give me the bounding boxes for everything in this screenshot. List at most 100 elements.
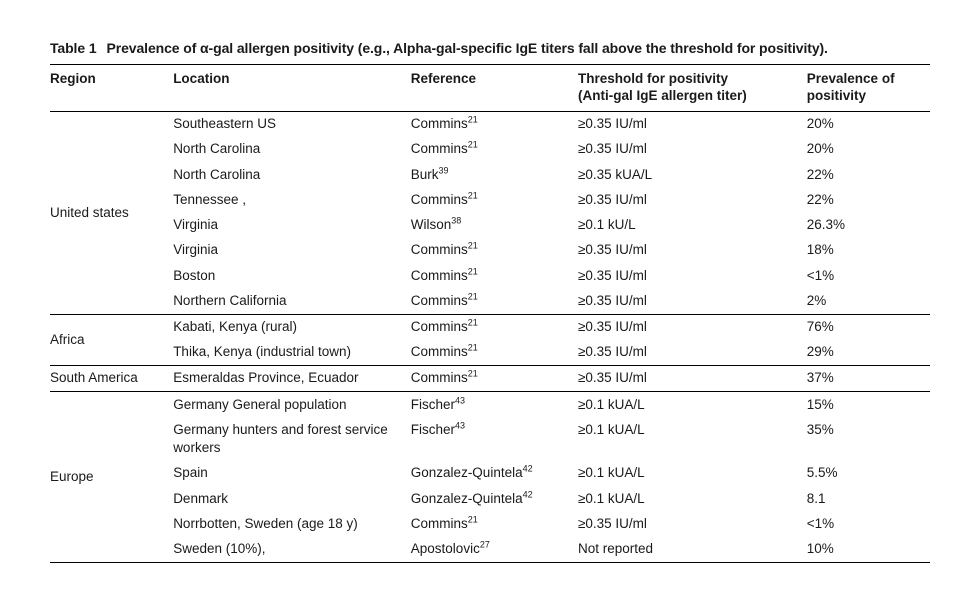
- table-row: VirginiaWilson38≥0.1 kU/L26.3%: [50, 213, 930, 238]
- region-cell: Europe: [50, 392, 173, 563]
- location-cell: Southeastern US: [173, 111, 411, 137]
- prevalence-cell: 37%: [807, 365, 930, 391]
- reference-number: 21: [468, 514, 478, 524]
- reference-name: Fischer: [411, 422, 455, 437]
- reference-number: 21: [468, 241, 478, 251]
- table-header-row: Region Location Reference Threshold for …: [50, 65, 930, 112]
- reference-number: 43: [455, 395, 465, 405]
- table-row: VirginiaCommins21≥0.35 IU/ml18%: [50, 238, 930, 263]
- table-row: North CarolinaBurk39≥0.35 kUA/L22%: [50, 162, 930, 187]
- reference-name: Commins: [411, 268, 468, 283]
- table-row: United statesSoutheastern USCommins21≥0.…: [50, 111, 930, 137]
- reference-name: Commins: [411, 344, 468, 359]
- region-cell: United states: [50, 111, 173, 314]
- table-caption: Prevalence of α-gal allergen positivity …: [107, 40, 828, 56]
- prevalence-cell: 22%: [807, 187, 930, 212]
- prevalence-table: Region Location Reference Threshold for …: [50, 64, 930, 563]
- reference-name: Wilson: [411, 217, 452, 232]
- table-row: Thika, Kenya (industrial town)Commins21≥…: [50, 340, 930, 366]
- threshold-cell: ≥0.35 IU/ml: [578, 511, 807, 536]
- threshold-cell: ≥0.35 IU/ml: [578, 365, 807, 391]
- prevalence-cell: 76%: [807, 314, 930, 340]
- col-threshold: Threshold for positivity (Anti-gal IgE a…: [578, 65, 807, 112]
- threshold-cell: ≥0.1 kU/L: [578, 213, 807, 238]
- location-cell: Norrbotten, Sweden (age 18 y): [173, 511, 411, 536]
- prevalence-cell: 29%: [807, 340, 930, 366]
- location-cell: Virginia: [173, 238, 411, 263]
- reference-number: 21: [468, 140, 478, 150]
- threshold-cell: ≥0.35 IU/ml: [578, 137, 807, 162]
- location-cell: Northern California: [173, 288, 411, 314]
- table-row: Germany hunters and forest service worke…: [50, 417, 930, 460]
- reference-cell: Commins21: [411, 365, 578, 391]
- reference-number: 42: [523, 464, 533, 474]
- col-threshold-l2: (Anti-gal IgE allergen titer): [578, 88, 747, 103]
- col-region: Region: [50, 65, 173, 112]
- reference-name: Commins: [411, 242, 468, 257]
- prevalence-cell: 5.5%: [807, 461, 930, 486]
- reference-cell: Commins21: [411, 137, 578, 162]
- reference-cell: Commins21: [411, 511, 578, 536]
- location-cell: Germany General population: [173, 392, 411, 418]
- table-row: BostonCommins21≥0.35 IU/ml<1%: [50, 263, 930, 288]
- reference-name: Commins: [411, 370, 468, 385]
- reference-cell: Wilson38: [411, 213, 578, 238]
- reference-number: 21: [468, 318, 478, 328]
- reference-name: Gonzalez-Quintela: [411, 465, 523, 480]
- prevalence-cell: 8.1: [807, 486, 930, 511]
- reference-number: 21: [468, 343, 478, 353]
- table-number: Table 1: [50, 40, 97, 56]
- table-row: Sweden (10%),Apostolovic27Not reported10…: [50, 536, 930, 562]
- col-prevalence: Prevalence of positivity: [807, 65, 930, 112]
- reference-name: Commins: [411, 319, 468, 334]
- reference-name: Commins: [411, 192, 468, 207]
- reference-number: 39: [439, 165, 449, 175]
- threshold-cell: ≥0.35 IU/ml: [578, 263, 807, 288]
- location-cell: Sweden (10%),: [173, 536, 411, 562]
- location-cell: Denmark: [173, 486, 411, 511]
- threshold-cell: ≥0.1 kUA/L: [578, 392, 807, 418]
- prevalence-cell: 20%: [807, 111, 930, 137]
- col-location: Location: [173, 65, 411, 112]
- reference-number: 21: [468, 115, 478, 125]
- reference-name: Burk: [411, 167, 439, 182]
- threshold-cell: ≥0.35 IU/ml: [578, 288, 807, 314]
- region-cell: Africa: [50, 314, 173, 365]
- prevalence-cell: 10%: [807, 536, 930, 562]
- reference-name: Fischer: [411, 397, 455, 412]
- table-row: Northern CaliforniaCommins21≥0.35 IU/ml 2…: [50, 288, 930, 314]
- reference-cell: Gonzalez-Quintela42: [411, 461, 578, 486]
- reference-name: Commins: [411, 293, 468, 308]
- reference-cell: Commins21: [411, 238, 578, 263]
- threshold-cell: ≥0.35 IU/ml: [578, 111, 807, 137]
- threshold-cell: Not reported: [578, 536, 807, 562]
- prevalence-cell: 20%: [807, 137, 930, 162]
- prevalence-cell: 22%: [807, 162, 930, 187]
- reference-cell: Burk39: [411, 162, 578, 187]
- reference-name: Commins: [411, 141, 468, 156]
- reference-number: 42: [523, 489, 533, 499]
- reference-name: Commins: [411, 116, 468, 131]
- reference-number: 21: [468, 266, 478, 276]
- col-reference: Reference: [411, 65, 578, 112]
- location-cell: Kabati, Kenya (rural): [173, 314, 411, 340]
- region-cell: South America: [50, 365, 173, 391]
- reference-cell: Fischer43: [411, 392, 578, 418]
- reference-cell: Gonzalez-Quintela42: [411, 486, 578, 511]
- location-cell: North Carolina: [173, 137, 411, 162]
- reference-cell: Commins21: [411, 288, 578, 314]
- location-cell: Germany hunters and forest service worke…: [173, 417, 411, 460]
- reference-cell: Commins21: [411, 340, 578, 366]
- col-prevalence-l2: positivity: [807, 88, 866, 103]
- reference-name: Commins: [411, 516, 468, 531]
- table-title: Table 1 Prevalence of α-gal allergen posi…: [50, 40, 930, 56]
- prevalence-cell: 26.3%: [807, 213, 930, 238]
- location-cell: Virginia: [173, 213, 411, 238]
- col-prevalence-l1: Prevalence of: [807, 71, 895, 86]
- reference-name: Apostolovic: [411, 541, 480, 556]
- table-row: AfricaKabati, Kenya (rural)Commins21≥0.3…: [50, 314, 930, 340]
- table-row: North CarolinaCommins21≥0.35 IU/ml20%: [50, 137, 930, 162]
- reference-number: 21: [468, 369, 478, 379]
- reference-number: 21: [468, 291, 478, 301]
- location-cell: Thika, Kenya (industrial town): [173, 340, 411, 366]
